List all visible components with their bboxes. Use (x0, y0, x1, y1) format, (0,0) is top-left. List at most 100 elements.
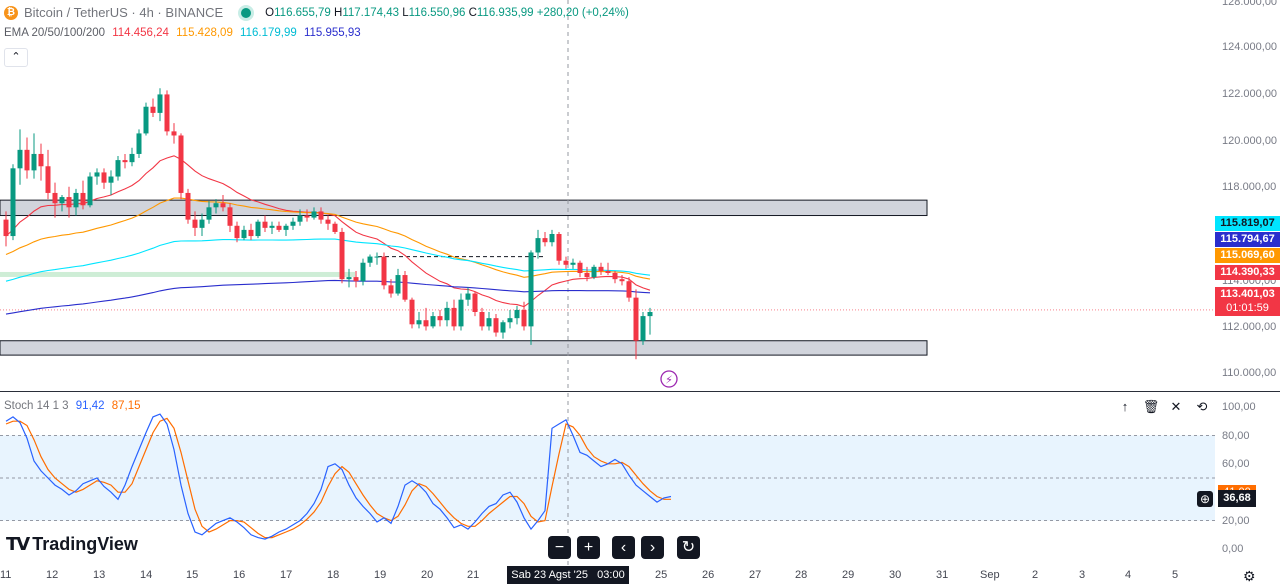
candle-body (416, 320, 422, 325)
candle (367, 254, 373, 267)
candle (549, 229, 555, 247)
candle (542, 231, 548, 247)
candle (430, 312, 436, 329)
time-axis-label: 17 (280, 569, 293, 581)
candle (234, 221, 240, 243)
stoch-legend[interactable]: Stoch 14 1 3 91,42 87,15 (4, 400, 141, 412)
candle-body (367, 256, 373, 263)
candle (346, 268, 352, 288)
candle (192, 211, 198, 237)
time-axis-label: 13 (93, 569, 106, 581)
candle (479, 307, 485, 331)
candle-body (542, 238, 548, 243)
candle (640, 312, 646, 345)
candle (451, 299, 457, 331)
maximize-pane-icon[interactable]: ⟲ (1196, 399, 1208, 414)
candle-body (472, 293, 478, 312)
candle (178, 133, 184, 200)
candle-body (528, 252, 534, 327)
ema200-price-tag: 115.794,67 (1215, 232, 1280, 247)
candle-body (563, 260, 569, 265)
tradingview-logo[interactable]: 𝗧𝗩 TradingView (6, 534, 138, 555)
candle-body (129, 153, 135, 163)
add-indicator-button[interactable]: ⊕ (1197, 491, 1213, 507)
candle-body (87, 176, 93, 206)
time-axis-label: 30 (889, 569, 902, 581)
time-axis-label: 2 (1032, 569, 1039, 581)
symbol-title[interactable]: Bitcoin / TetherUS · 4h · BINANCE (24, 5, 224, 20)
candle-body (514, 309, 520, 319)
stoch-axis-label: 60,00 (1222, 458, 1250, 470)
zoom-out-button[interactable]: − (548, 536, 571, 559)
candle (360, 258, 366, 286)
candle (486, 312, 492, 331)
event-flash-icon-glyph: ⚡ (665, 374, 673, 387)
time-axis-label: 4 (1125, 569, 1132, 581)
candle (45, 149, 51, 200)
candle (171, 123, 177, 144)
candle (514, 305, 520, 325)
candle-body (45, 166, 51, 193)
candle-body (150, 106, 156, 113)
candle-body (640, 316, 646, 341)
candle (535, 229, 541, 259)
stoch-chart[interactable] (0, 393, 1215, 565)
bitcoin-logo-icon: ₿ (4, 5, 18, 20)
price-chart[interactable]: ⚡ (0, 0, 1215, 390)
candle (339, 227, 345, 284)
ema-legend[interactable]: EMA 20/50/100/200 114.456,24 115.428,09 … (4, 27, 361, 39)
candle (416, 312, 422, 329)
candle (521, 301, 527, 331)
price-axis-label: 110.000,00 (1222, 367, 1277, 379)
collapse-pane-icon[interactable]: ✕ (1170, 399, 1182, 414)
resistance-zone (0, 199, 928, 217)
candle-body (262, 221, 268, 228)
candle (283, 223, 289, 237)
candle (24, 137, 30, 179)
price-axis-label: 118.000,00 (1222, 181, 1277, 193)
candle-body (395, 275, 401, 294)
time-axis-label: 27 (749, 569, 762, 581)
candle-body (101, 172, 107, 183)
scroll-right-button[interactable]: › (641, 536, 664, 559)
candle-body (633, 297, 639, 341)
stoch-axis-label: 80,00 (1222, 430, 1250, 442)
candle (255, 219, 261, 239)
pane-divider[interactable] (0, 391, 1280, 392)
candle (633, 289, 639, 360)
candle-body (213, 203, 219, 208)
candle-body (38, 153, 44, 167)
candle (493, 314, 499, 337)
candle (136, 129, 142, 159)
settings-gear-icon[interactable]: ⚙ (1243, 568, 1256, 584)
zoom-in-button[interactable]: + (577, 536, 600, 559)
change-value: +280,20 (+0,24%) (536, 6, 629, 19)
price-axis-label: 128.000,00 (1222, 0, 1278, 8)
candle (325, 215, 331, 230)
candle-body (402, 275, 408, 300)
candle-body (136, 133, 142, 154)
tradingview-name: TradingView (32, 534, 138, 554)
candle (220, 195, 226, 212)
candle-body (283, 225, 289, 230)
move-up-icon[interactable]: ↑ (1121, 399, 1129, 414)
candle (444, 301, 450, 327)
price-axis-label: 112.000,00 (1222, 321, 1277, 333)
open-value: 116.655,79 (274, 6, 331, 19)
scroll-left-button[interactable]: ‹ (612, 536, 635, 559)
time-axis-label: 19 (374, 569, 387, 581)
market-status-icon[interactable] (241, 7, 252, 18)
candle (507, 309, 513, 329)
candle-body (269, 225, 275, 228)
candle-body (199, 219, 205, 228)
candle-body (80, 192, 86, 206)
collapse-legend-button[interactable]: ⌃ (4, 48, 28, 67)
candle-body (311, 211, 317, 218)
candle-body (52, 192, 58, 204)
candle-body (192, 219, 198, 228)
candle-body (297, 215, 303, 222)
candle (213, 199, 219, 214)
candle (402, 270, 408, 302)
delete-pane-icon[interactable]: 🗑 (1142, 399, 1160, 414)
reset-chart-button[interactable]: ↻ (677, 536, 700, 559)
